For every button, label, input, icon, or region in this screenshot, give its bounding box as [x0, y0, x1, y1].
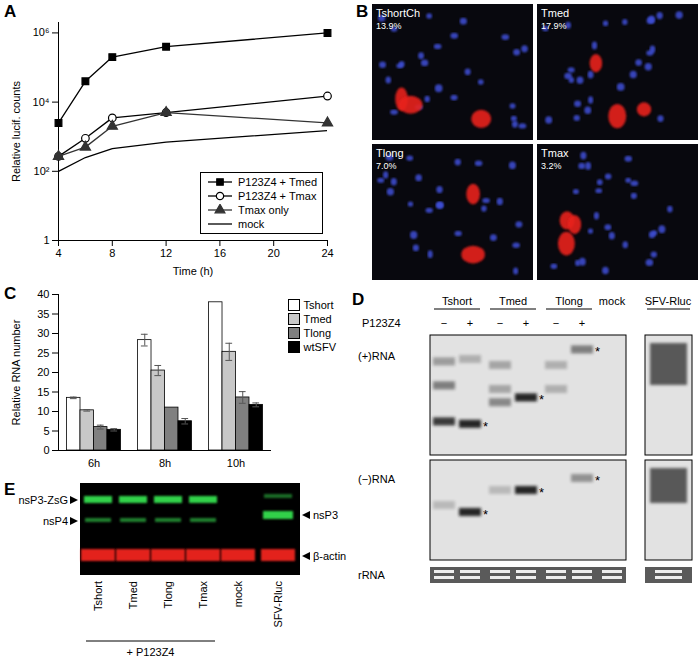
- svg-text:1: 1: [43, 234, 49, 246]
- svg-text:Tmax: Tmax: [197, 581, 209, 609]
- svg-text:nsP3-ZsG: nsP3-ZsG: [18, 494, 68, 506]
- svg-text:+: +: [523, 317, 529, 329]
- svg-text:0: 0: [43, 444, 49, 456]
- svg-text:10h: 10h: [227, 457, 245, 469]
- html-text:Tlong: Tlong: [303, 327, 332, 339]
- svg-text:25: 25: [37, 347, 49, 359]
- svg-text:3.2%: 3.2%: [541, 161, 562, 171]
- svg-text:rRNA: rRNA: [358, 569, 386, 581]
- svg-text:mock: mock: [599, 295, 626, 307]
- svg-text:−: −: [497, 317, 503, 329]
- svg-text:Tshort: Tshort: [92, 581, 104, 611]
- svg-text:Tmed: Tmed: [541, 7, 569, 19]
- svg-text:15: 15: [37, 386, 49, 398]
- svg-text:+: +: [467, 317, 473, 329]
- svg-text:4: 4: [55, 247, 61, 259]
- svg-text:Tmed: Tmed: [127, 581, 139, 609]
- svg-text:Tmax: Tmax: [541, 147, 569, 159]
- html-text:A: A: [4, 2, 17, 21]
- svg-text:Tshort: Tshort: [442, 295, 472, 307]
- html-text:Tmax only: Tmax only: [238, 204, 289, 216]
- svg-text:*: *: [595, 473, 600, 488]
- svg-text:30: 30: [37, 327, 49, 339]
- html-text:C: C: [4, 284, 17, 303]
- svg-text:17.9%: 17.9%: [541, 21, 567, 31]
- svg-text:(+)RNA: (+)RNA: [358, 350, 396, 362]
- svg-text:Time (h): Time (h): [173, 265, 214, 277]
- svg-text:−: −: [553, 317, 559, 329]
- svg-text:*: *: [539, 485, 544, 500]
- html-text:B: B: [356, 2, 369, 21]
- svg-text:*: *: [539, 392, 544, 407]
- svg-text:TshortCh: TshortCh: [376, 7, 420, 19]
- svg-text:16: 16: [214, 247, 226, 259]
- svg-text:10⁴: 10⁴: [33, 96, 50, 108]
- svg-text:13.9%: 13.9%: [376, 21, 402, 31]
- svg-text:β-actin: β-actin: [313, 550, 346, 562]
- svg-text:Tlong: Tlong: [555, 295, 583, 307]
- svg-text:20: 20: [268, 247, 280, 259]
- svg-text:Relative RNA number: Relative RNA number: [10, 319, 22, 425]
- html-text:P123Z4 + Tmed: P123Z4 + Tmed: [238, 176, 317, 188]
- svg-text:8: 8: [109, 247, 115, 259]
- svg-text:mock: mock: [232, 581, 244, 608]
- svg-text:−: −: [441, 317, 447, 329]
- svg-text:*: *: [595, 344, 600, 359]
- svg-text:SFV-Rluc: SFV-Rluc: [272, 581, 284, 628]
- html-text:E: E: [4, 480, 16, 499]
- svg-text:40: 40: [37, 288, 49, 300]
- svg-text:12: 12: [160, 247, 172, 259]
- svg-text:7.0%: 7.0%: [376, 161, 397, 171]
- svg-text:6h: 6h: [88, 457, 100, 469]
- html-text:P123Z4 + Tmax: P123Z4 + Tmax: [238, 190, 317, 202]
- svg-text:+ P123Z4: + P123Z4: [126, 646, 174, 658]
- svg-text:*: *: [483, 507, 488, 522]
- svg-text:24: 24: [321, 247, 333, 259]
- svg-text:(−)RNA: (−)RNA: [358, 473, 396, 485]
- html-text:Tmed: Tmed: [303, 313, 332, 325]
- svg-text:8h: 8h: [159, 457, 171, 469]
- html-text:D: D: [352, 290, 365, 309]
- svg-text:20: 20: [37, 366, 49, 378]
- svg-text:*: *: [483, 419, 488, 434]
- svg-text:10⁶: 10⁶: [33, 26, 50, 38]
- svg-text:Relative lucif. counts: Relative lucif. counts: [10, 81, 22, 182]
- svg-text:5: 5: [43, 425, 49, 437]
- svg-text:35: 35: [37, 308, 49, 320]
- html-text:Tshort: Tshort: [303, 299, 334, 311]
- svg-text:10²: 10²: [34, 165, 50, 177]
- svg-text:SFV-Rluc: SFV-Rluc: [645, 295, 692, 307]
- svg-text:Tmed: Tmed: [499, 295, 527, 307]
- html-text:wtSFV: wtSFV: [303, 341, 336, 353]
- svg-text:10: 10: [37, 405, 49, 417]
- svg-text:P123Z4: P123Z4: [362, 317, 401, 329]
- svg-text:+: +: [579, 317, 585, 329]
- svg-text:nsP3: nsP3: [313, 509, 338, 521]
- html-text:mock: mock: [238, 218, 265, 230]
- svg-text:Tlong: Tlong: [376, 147, 404, 159]
- svg-text:nsP4: nsP4: [43, 515, 68, 527]
- svg-text:Tlong: Tlong: [162, 581, 174, 609]
